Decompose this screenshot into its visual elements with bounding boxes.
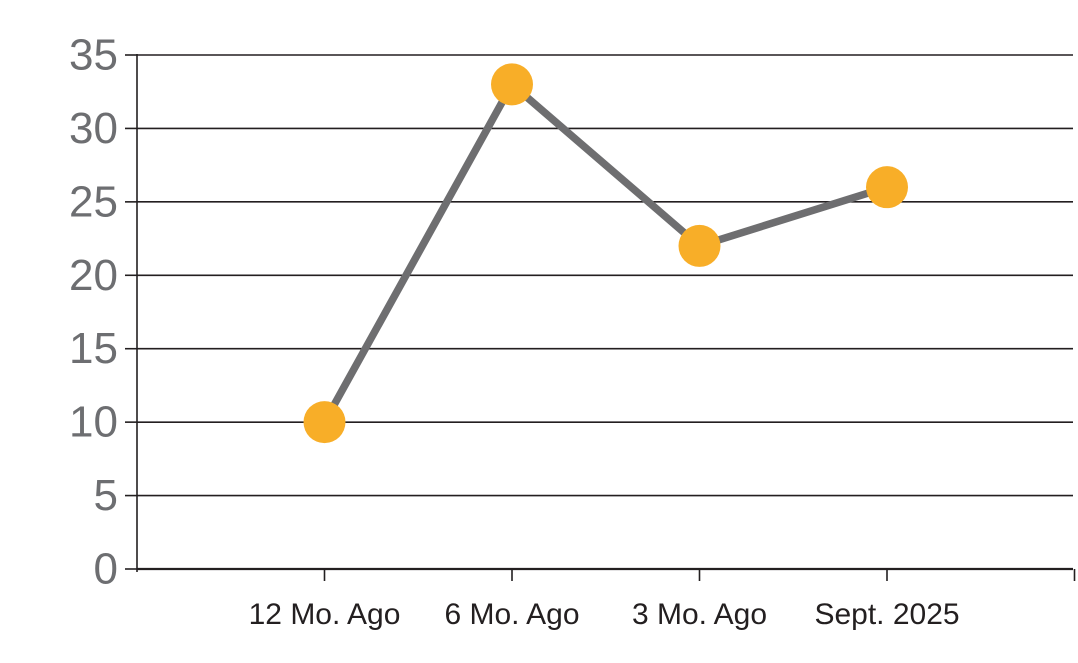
y-tick-label: 15	[69, 324, 118, 373]
y-tick-label: 0	[94, 545, 118, 594]
x-tick-label: 12 Mo. Ago	[249, 598, 401, 631]
y-tick-label: 20	[69, 251, 118, 300]
x-tick-label: 6 Mo. Ago	[444, 598, 579, 631]
x-tick-label: 3 Mo. Ago	[632, 598, 767, 631]
data-point-marker	[866, 166, 908, 209]
data-point-marker	[303, 401, 346, 444]
y-tick-label: 10	[69, 398, 118, 447]
y-tick-label: 5	[94, 471, 118, 520]
y-tick-label: 35	[69, 31, 118, 80]
data-point-marker	[491, 63, 533, 106]
data-point-marker	[678, 224, 721, 267]
x-tick-label: Sept. 2025	[814, 598, 959, 631]
y-tick-label: 25	[69, 177, 118, 226]
series-line	[320, 80, 891, 426]
y-tick-label: 30	[69, 104, 118, 153]
